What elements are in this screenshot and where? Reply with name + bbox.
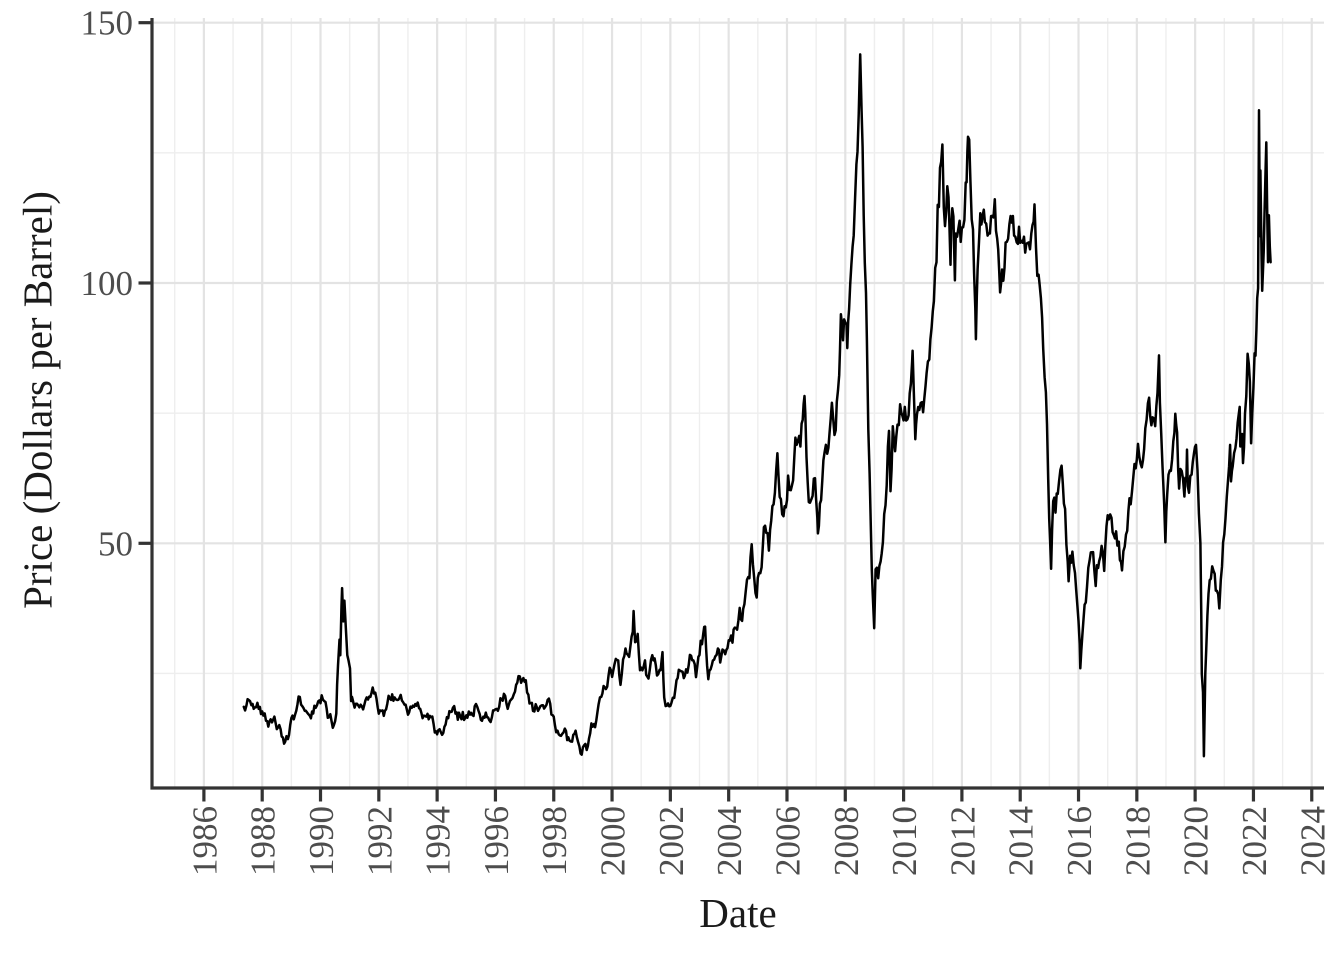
x-tick-label: 2002 [652, 806, 691, 876]
x-tick-label: 2018 [1118, 806, 1157, 876]
x-tick-label: 1988 [244, 806, 283, 876]
x-tick-label: 2000 [594, 806, 633, 876]
x-tick-label: 2024 [1293, 806, 1332, 876]
x-tick-label: 1990 [302, 806, 341, 876]
x-tick-label: 2016 [1060, 806, 1099, 876]
x-tick-label: 1996 [477, 806, 516, 876]
x-tick-label: 2004 [710, 806, 749, 876]
x-tick-label: 1994 [419, 806, 458, 876]
x-tick-label: 2012 [943, 806, 982, 876]
x-tick-label: 2006 [768, 806, 807, 876]
x-tick-label: 2014 [1002, 806, 1041, 876]
y-tick-label: 50 [98, 524, 133, 563]
axis-lines [150, 18, 1324, 790]
x-tick-label: 1998 [535, 806, 574, 876]
x-tick-label: 2022 [1235, 806, 1274, 876]
x-tick-label: 1992 [360, 806, 399, 876]
x-tick-label: 2008 [827, 806, 866, 876]
x-axis-title: Date [699, 890, 777, 936]
x-tick-label: 2020 [1177, 806, 1216, 876]
y-tick-label: 150 [81, 4, 134, 43]
y-axis-title: Price (Dollars per Barrel) [14, 191, 61, 609]
x-tick-label: 2010 [885, 806, 924, 876]
y-tick-label: 100 [81, 264, 134, 303]
x-tick-label: 1986 [185, 806, 224, 876]
price-series-line [242, 53, 1272, 758]
